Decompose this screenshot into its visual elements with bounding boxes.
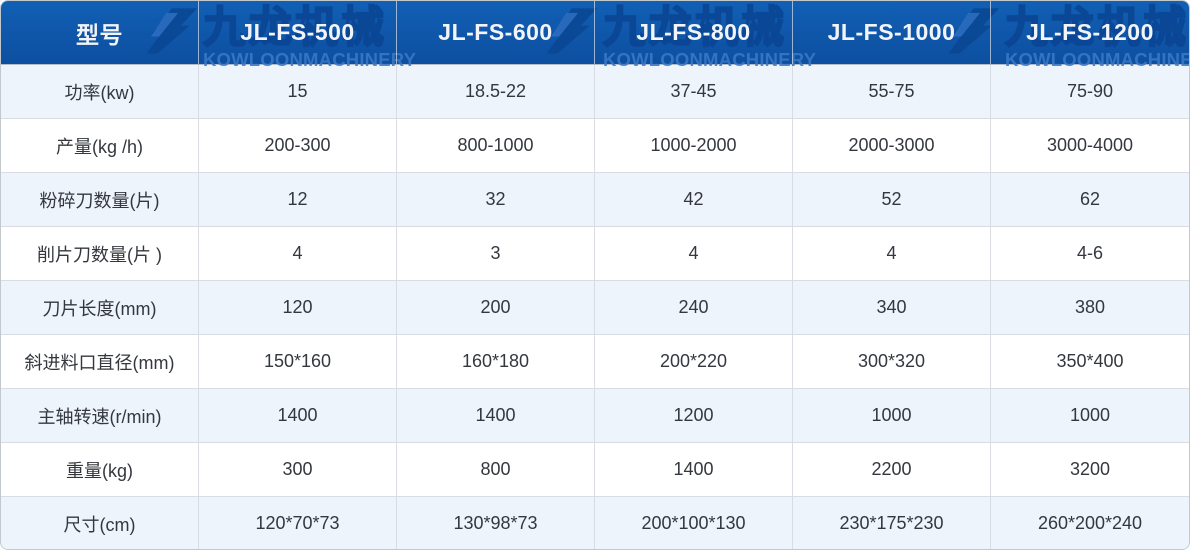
spec-row-chipper-blades: 削片刀数量(片 ) 4 3 4 4 4-6: [1, 227, 1189, 281]
spec-cell: 200-300: [199, 119, 397, 172]
spec-table-header: 九龙机械 KOWLOONMACHINERY 九龙机械 KOWLOONMACHIN…: [1, 1, 1189, 69]
header-cell-jl-fs-600: JL-FS-600: [397, 1, 595, 64]
spec-cell: 12: [199, 173, 397, 226]
spec-row-inlet-diameter: 斜进料口直径(mm) 150*160 160*180 200*220 300*3…: [1, 335, 1189, 389]
spec-row-label: 斜进料口直径(mm): [1, 335, 199, 388]
spec-row-blade-length: 刀片长度(mm) 120 200 240 340 380: [1, 281, 1189, 335]
spec-row-label: 粉碎刀数量(片): [1, 173, 199, 226]
spec-cell: 52: [793, 173, 991, 226]
spec-cell: 2000-3000: [793, 119, 991, 172]
spec-cell: 300: [199, 443, 397, 496]
spec-cell: 130*98*73: [397, 497, 595, 549]
header-cell-jl-fs-1200: JL-FS-1200: [1026, 19, 1154, 45]
spec-cell: 1400: [595, 443, 793, 496]
spec-cell: 1000-2000: [595, 119, 793, 172]
spec-row-label: 功率(kw): [1, 65, 199, 118]
spec-cell: 3000-4000: [1046, 135, 1134, 155]
spec-cell: 800-1000: [397, 119, 595, 172]
spec-cell: 37-45: [595, 65, 793, 118]
spec-cell: 380: [1074, 297, 1106, 317]
spec-cell: 120: [199, 281, 397, 334]
header-cell-jl-fs-800: JL-FS-800: [595, 1, 793, 64]
spec-cell: 120*70*73: [199, 497, 397, 549]
spec-row-label: 重量(kg): [1, 443, 199, 496]
spec-row-label: 主轴转速(r/min): [1, 389, 199, 442]
spec-cell: 4: [199, 227, 397, 280]
spec-cell: 15: [199, 65, 397, 118]
spec-cell: 2200: [793, 443, 991, 496]
header-cell-jl-fs-500: JL-FS-500: [199, 1, 397, 64]
spec-cell: 230*175*230: [793, 497, 991, 549]
spec-cell: 350*400: [1056, 351, 1124, 371]
spec-cell: 4-6: [1076, 243, 1103, 263]
spec-cell: 3: [397, 227, 595, 280]
spec-row-label: 尺寸(cm): [1, 497, 199, 549]
spec-row-label: 刀片长度(mm): [1, 281, 199, 334]
spec-row-weight: 重量(kg) 300 800 1400 2200 3200: [1, 443, 1189, 497]
spec-cell: 340: [793, 281, 991, 334]
spec-cell: 240: [595, 281, 793, 334]
spec-row-label: 产量(kg /h): [1, 119, 199, 172]
spec-cell: 200: [397, 281, 595, 334]
spec-table-body: 功率(kw) 15 18.5-22 37-45 55-75 75-90 产量(k…: [1, 65, 1189, 549]
spec-row-label: 削片刀数量(片 ): [1, 227, 199, 280]
spec-cell: 4: [793, 227, 991, 280]
spec-cell: 32: [397, 173, 595, 226]
spec-cell: 1200: [595, 389, 793, 442]
header-cell-model: 型号: [1, 1, 199, 64]
spec-row-power: 功率(kw) 15 18.5-22 37-45 55-75 75-90: [1, 65, 1189, 119]
spec-cell: 3200: [1069, 459, 1111, 479]
spec-cell: 160*180: [397, 335, 595, 388]
spec-cell: 300*320: [793, 335, 991, 388]
spec-row-dimensions: 尺寸(cm) 120*70*73 130*98*73 200*100*130 2…: [1, 497, 1189, 549]
spec-cell: 260*200*240: [1037, 513, 1143, 533]
spec-cell: 800: [397, 443, 595, 496]
spec-cell: 1000: [1069, 405, 1111, 425]
spec-cell: 18.5-22: [397, 65, 595, 118]
spec-cell: 1400: [199, 389, 397, 442]
spec-cell: 1000: [793, 389, 991, 442]
spec-cell: 200*100*130: [595, 497, 793, 549]
spec-row-crusher-blades: 粉碎刀数量(片) 12 32 42 52 62: [1, 173, 1189, 227]
spec-row-spindle-speed: 主轴转速(r/min) 1400 1400 1200 1000 1000: [1, 389, 1189, 443]
spec-row-output: 产量(kg /h) 200-300 800-1000 1000-2000 200…: [1, 119, 1189, 173]
spec-cell: 150*160: [199, 335, 397, 388]
spec-cell: 4: [595, 227, 793, 280]
spec-cell: 62: [1079, 189, 1101, 209]
spec-cell: 55-75: [793, 65, 991, 118]
spec-cell: 1400: [397, 389, 595, 442]
spec-cell: 42: [595, 173, 793, 226]
header-cell-jl-fs-1000: JL-FS-1000: [793, 1, 991, 64]
spec-cell: 75-90: [1066, 81, 1114, 101]
spec-cell: 200*220: [595, 335, 793, 388]
